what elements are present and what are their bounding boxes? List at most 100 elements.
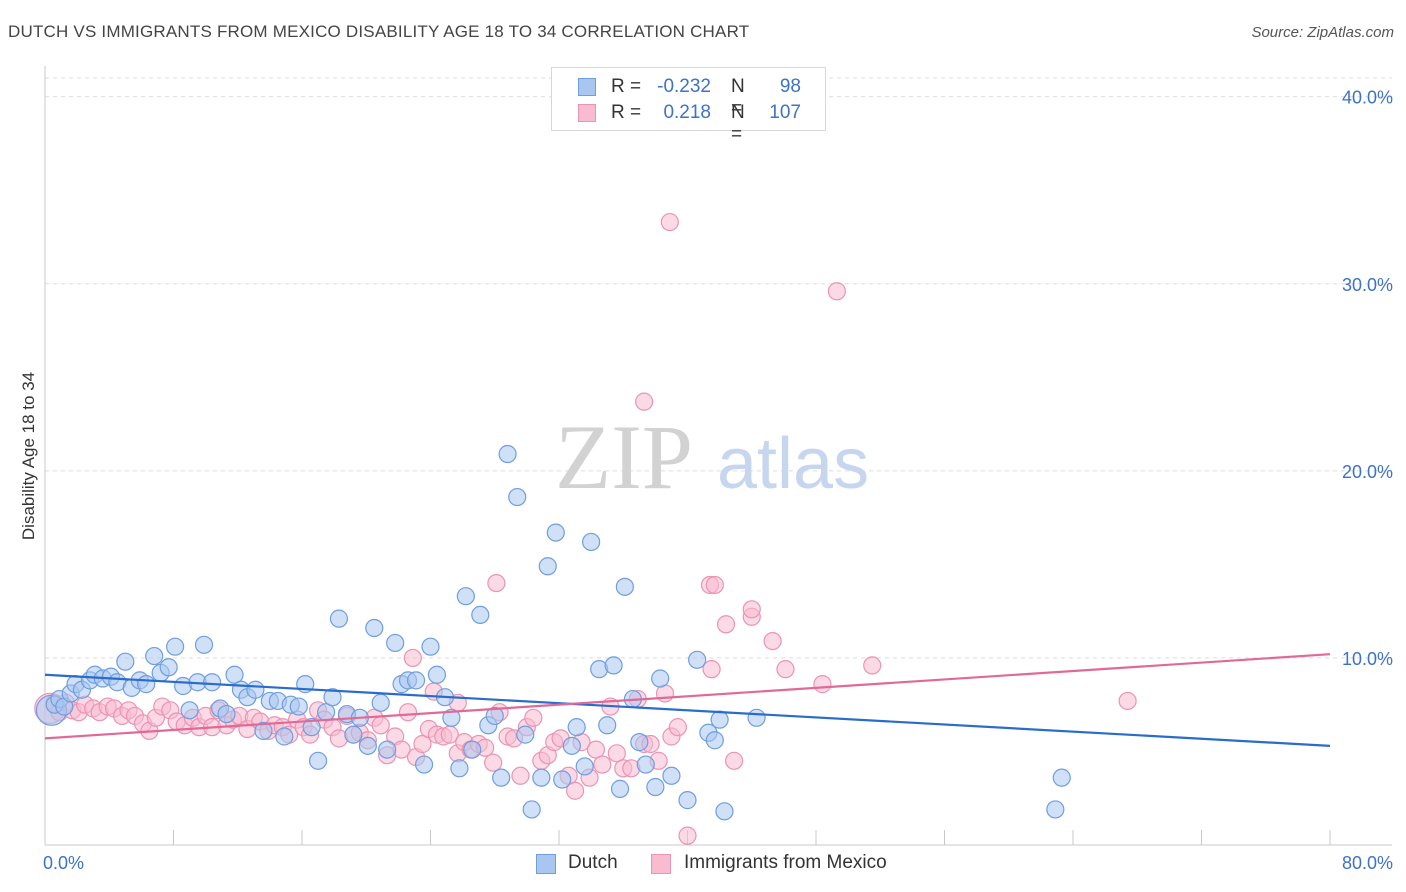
legend-n-label: N = xyxy=(731,76,745,119)
legend-n-value: 107 xyxy=(769,102,801,123)
dutch-point xyxy=(159,658,178,677)
dutch-point xyxy=(636,755,655,774)
dutch-point xyxy=(344,725,363,744)
mexico-point xyxy=(511,766,530,785)
dutch-point xyxy=(471,605,490,625)
mexico-point xyxy=(403,648,422,668)
dutch-point xyxy=(116,652,135,671)
legend-r-value: -0.232 xyxy=(657,76,711,97)
dutch-point xyxy=(508,487,527,507)
dutch-point xyxy=(289,697,308,716)
dutch-trend-line xyxy=(44,673,1331,747)
dutch-point xyxy=(662,766,681,785)
dutch-point xyxy=(246,680,265,699)
dutch-point xyxy=(456,587,475,606)
y-tick-label: 10.0% xyxy=(1342,649,1393,669)
dutch-point xyxy=(553,770,572,789)
dutch-point xyxy=(498,444,517,464)
dutch-point xyxy=(166,637,185,656)
series-dutch xyxy=(35,444,1071,821)
dutch-legend-swatch xyxy=(536,854,556,874)
series-mexico xyxy=(34,212,1137,845)
dutch-point xyxy=(678,791,697,810)
correlation-legend: R = -0.232 N = 98 R = 0.218 N = 107 xyxy=(551,67,826,145)
y-tick-label: 30.0% xyxy=(1342,275,1393,295)
dutch-point xyxy=(378,740,397,759)
dutch-point xyxy=(598,716,617,735)
dutch-point xyxy=(386,633,405,653)
mexico-point xyxy=(593,755,612,774)
mexico-point xyxy=(398,703,418,722)
mexico-point xyxy=(607,744,626,763)
mexico-point xyxy=(763,631,782,651)
dutch-point xyxy=(615,577,634,596)
mexico-point xyxy=(827,282,846,301)
dutch-point xyxy=(308,751,328,770)
dutch-point xyxy=(492,768,511,787)
dutch-point xyxy=(137,675,156,694)
dutch-point xyxy=(604,656,623,675)
dutch-point xyxy=(463,740,482,759)
legend-r-label: R = xyxy=(611,102,642,123)
dutch-point xyxy=(562,736,581,755)
mexico-point xyxy=(484,753,503,772)
trend-lines xyxy=(44,653,1331,747)
mexico-point xyxy=(742,600,761,619)
mexico-point xyxy=(487,573,506,593)
mexico-point xyxy=(565,781,585,800)
mexico-swatch xyxy=(578,104,596,122)
source-label: Source: ZipAtlas.com xyxy=(1251,24,1394,41)
dutch-legend-label: Dutch xyxy=(568,852,618,873)
dutch-point xyxy=(217,704,236,724)
dutch-point xyxy=(371,693,390,712)
dutch-point xyxy=(688,650,707,669)
mexico-point xyxy=(660,212,679,232)
mexico-legend-swatch xyxy=(651,854,671,874)
dutch-point xyxy=(747,708,766,727)
dutch-point xyxy=(145,646,164,666)
y-tick-label: 40.0% xyxy=(1342,88,1393,108)
mexico-point xyxy=(813,675,832,694)
chart-title: DUTCH VS IMMIGRANTS FROM MEXICO DISABILI… xyxy=(8,22,750,41)
dutch-point xyxy=(254,721,273,740)
legend-r-value: 0.218 xyxy=(663,102,711,123)
dutch-point xyxy=(567,718,586,737)
tick-labels: 10.0% 20.0% 30.0% 40.0% 0.0% 80.0% xyxy=(43,88,1393,873)
mexico-point xyxy=(371,716,390,735)
x-tick-label: 80.0% xyxy=(1342,853,1393,873)
mexico-point xyxy=(413,734,432,754)
dutch-point xyxy=(421,637,440,656)
dutch-point xyxy=(302,718,321,737)
mexico-point xyxy=(668,718,687,737)
x-tick-label: 0.0% xyxy=(43,853,84,873)
dutch-point xyxy=(575,757,594,776)
mexico-point xyxy=(724,751,744,770)
legend-r-label: R = xyxy=(611,76,642,97)
dutch-point xyxy=(582,532,601,552)
watermark-zip: ZIP xyxy=(555,406,693,508)
dutch-point xyxy=(358,736,377,755)
dutch-point xyxy=(194,635,214,654)
mexico-point xyxy=(586,740,606,759)
dutch-point xyxy=(485,706,504,726)
dutch-point xyxy=(516,725,535,744)
mexico-point xyxy=(705,575,724,595)
mexico-legend-label: Immigrants from Mexico xyxy=(684,852,887,873)
mexico-trend-line xyxy=(44,653,1331,740)
dutch-point xyxy=(610,779,630,798)
watermark-atlas: atlas xyxy=(717,424,869,504)
dutch-point xyxy=(365,618,384,638)
dutch-point xyxy=(225,665,244,684)
y-axis-label: Disability Age 18 to 34 xyxy=(19,372,38,540)
dutch-point xyxy=(532,768,551,787)
dutch-point xyxy=(442,708,461,727)
dutch-point xyxy=(323,688,342,707)
dutch-point xyxy=(427,665,447,684)
dutch-point xyxy=(414,755,434,774)
mexico-point xyxy=(635,392,654,411)
grid-lines xyxy=(45,77,1392,659)
mexico-point xyxy=(863,656,882,675)
mexico-point xyxy=(716,615,736,634)
mexico-point xyxy=(702,660,721,679)
dutch-point xyxy=(450,759,469,778)
